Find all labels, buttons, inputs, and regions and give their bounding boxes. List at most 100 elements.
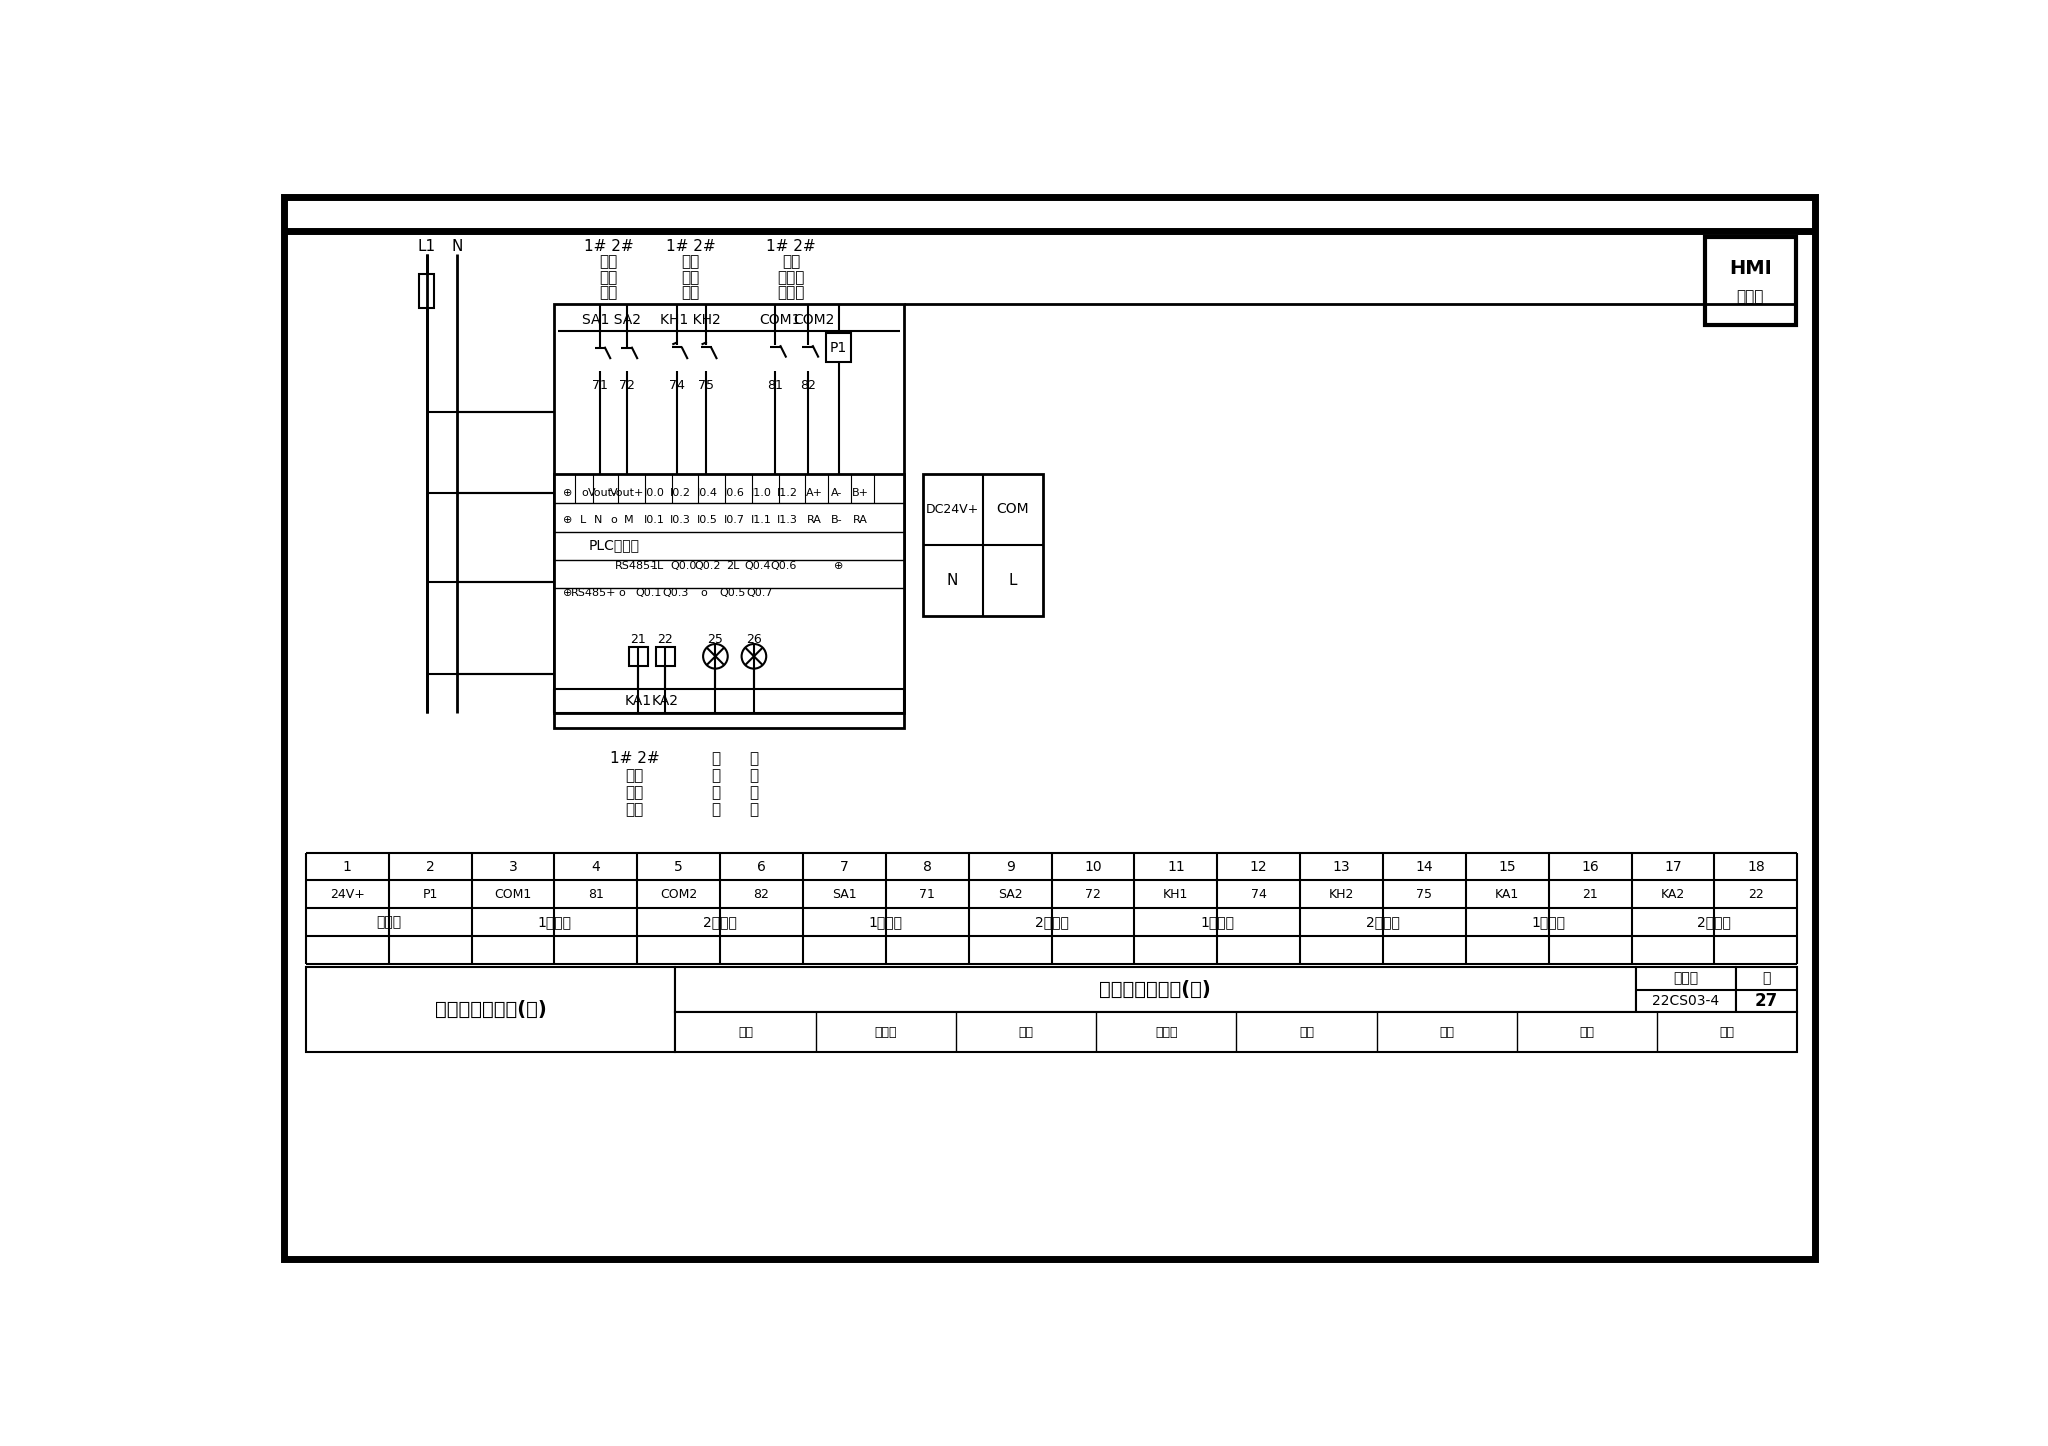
Bar — [420, 273, 434, 308]
Text: 72: 72 — [1085, 888, 1102, 901]
Text: 泵泵: 泵泵 — [600, 254, 618, 269]
Text: L1: L1 — [418, 239, 436, 254]
Text: 11: 11 — [1167, 859, 1184, 873]
Text: 综: 综 — [750, 752, 758, 766]
Text: KH1: KH1 — [1163, 888, 1188, 901]
Text: 1L: 1L — [651, 561, 664, 571]
Text: 24V+: 24V+ — [330, 888, 365, 901]
Text: 审核: 审核 — [737, 1025, 754, 1038]
Text: 自自: 自自 — [600, 270, 618, 285]
Bar — [655, 646, 674, 665]
Text: 75: 75 — [1417, 888, 1432, 901]
Bar — [825, 333, 850, 362]
Text: 26: 26 — [745, 633, 762, 646]
Text: 6: 6 — [758, 859, 766, 873]
Text: 热热计: 热热计 — [776, 285, 805, 301]
Bar — [924, 474, 1042, 616]
Text: ⊕: ⊕ — [563, 589, 571, 599]
Text: 71: 71 — [920, 888, 936, 901]
Text: 81: 81 — [588, 888, 604, 901]
Text: SA1 SA2: SA1 SA2 — [582, 312, 641, 327]
Text: 障障: 障障 — [682, 285, 700, 301]
Text: Vout+: Vout+ — [610, 489, 643, 497]
Text: 示: 示 — [711, 803, 721, 817]
Text: 4: 4 — [592, 859, 600, 873]
Text: KH1 KH2: KH1 KH2 — [659, 312, 721, 327]
Text: 泵泵: 泵泵 — [625, 768, 643, 784]
Text: 1号运行: 1号运行 — [1532, 915, 1565, 928]
Text: P1: P1 — [422, 888, 438, 901]
Text: 15: 15 — [1499, 859, 1516, 873]
Text: 图集号: 图集号 — [1673, 972, 1698, 985]
Text: Q0.0: Q0.0 — [670, 561, 696, 571]
Text: M: M — [625, 515, 635, 525]
Text: 7: 7 — [840, 859, 848, 873]
Text: KA1: KA1 — [625, 694, 651, 709]
Text: 2: 2 — [426, 859, 434, 873]
Text: RS485-: RS485- — [614, 561, 655, 571]
Text: Q0.5: Q0.5 — [719, 589, 745, 599]
Text: KA2: KA2 — [1661, 888, 1686, 901]
Text: o: o — [618, 589, 625, 599]
Text: 1# 2#: 1# 2# — [666, 239, 715, 254]
Text: 82: 82 — [754, 888, 770, 901]
Text: 22: 22 — [1747, 888, 1763, 901]
Bar — [676, 967, 1636, 1012]
Text: I1.0: I1.0 — [752, 489, 772, 497]
Text: 13: 13 — [1333, 859, 1350, 873]
Text: RA: RA — [807, 515, 821, 525]
Text: N: N — [453, 239, 463, 254]
Text: I1.1: I1.1 — [752, 515, 772, 525]
Text: 21: 21 — [631, 633, 647, 646]
Text: 页: 页 — [1761, 972, 1772, 985]
Text: 12: 12 — [1249, 859, 1268, 873]
Text: 1: 1 — [342, 859, 352, 873]
Text: 81: 81 — [768, 379, 784, 392]
Text: Q0.4: Q0.4 — [745, 561, 770, 571]
Text: 72: 72 — [618, 379, 635, 392]
Text: 过过位: 过过位 — [776, 270, 805, 285]
Bar — [1704, 237, 1796, 325]
Text: I0.4: I0.4 — [696, 489, 719, 497]
Text: N: N — [946, 573, 958, 587]
Text: 触摸屏: 触摸屏 — [1737, 289, 1763, 304]
Text: COM2: COM2 — [659, 888, 696, 901]
Text: 李健明: 李健明 — [1155, 1025, 1178, 1038]
Text: 杜富强: 杜富强 — [874, 1025, 897, 1038]
Text: A-: A- — [831, 489, 844, 497]
Text: SA2: SA2 — [997, 888, 1022, 901]
Text: PLC控制器: PLC控制器 — [588, 538, 639, 552]
Text: N: N — [594, 515, 602, 525]
Text: 行行: 行行 — [625, 803, 643, 817]
Text: 过: 过 — [711, 752, 721, 766]
Text: 王旭: 王旭 — [1579, 1025, 1595, 1038]
Text: 74: 74 — [1251, 888, 1266, 901]
Text: 设计: 设计 — [1440, 1025, 1454, 1038]
Text: KH2: KH2 — [1329, 888, 1354, 901]
Text: 王妲: 王妲 — [1720, 1025, 1735, 1038]
Text: 75: 75 — [698, 379, 715, 392]
Text: 泵液: 泵液 — [782, 254, 801, 269]
Text: 3: 3 — [508, 859, 518, 873]
Text: 运运: 运运 — [625, 785, 643, 800]
Bar — [629, 646, 647, 665]
Text: ⊕: ⊕ — [834, 561, 844, 571]
Bar — [553, 474, 903, 713]
Text: COM1: COM1 — [760, 312, 801, 327]
Text: 5: 5 — [674, 859, 684, 873]
Text: I1.2: I1.2 — [778, 489, 799, 497]
Text: o: o — [700, 589, 707, 599]
Text: Q0.6: Q0.6 — [770, 561, 797, 571]
Text: 22: 22 — [657, 633, 674, 646]
Text: Q0.3: Q0.3 — [662, 589, 688, 599]
Text: Vout-: Vout- — [588, 489, 616, 497]
Text: Q0.1: Q0.1 — [635, 589, 662, 599]
Text: 1# 2#: 1# 2# — [766, 239, 815, 254]
Bar — [676, 1012, 1798, 1053]
Text: A+: A+ — [805, 489, 823, 497]
Text: 17: 17 — [1665, 859, 1681, 873]
Text: 2号故障: 2号故障 — [1366, 915, 1401, 928]
Bar — [1636, 967, 1735, 1012]
Text: I1.3: I1.3 — [778, 515, 799, 525]
Text: 2号过热: 2号过热 — [702, 915, 737, 928]
